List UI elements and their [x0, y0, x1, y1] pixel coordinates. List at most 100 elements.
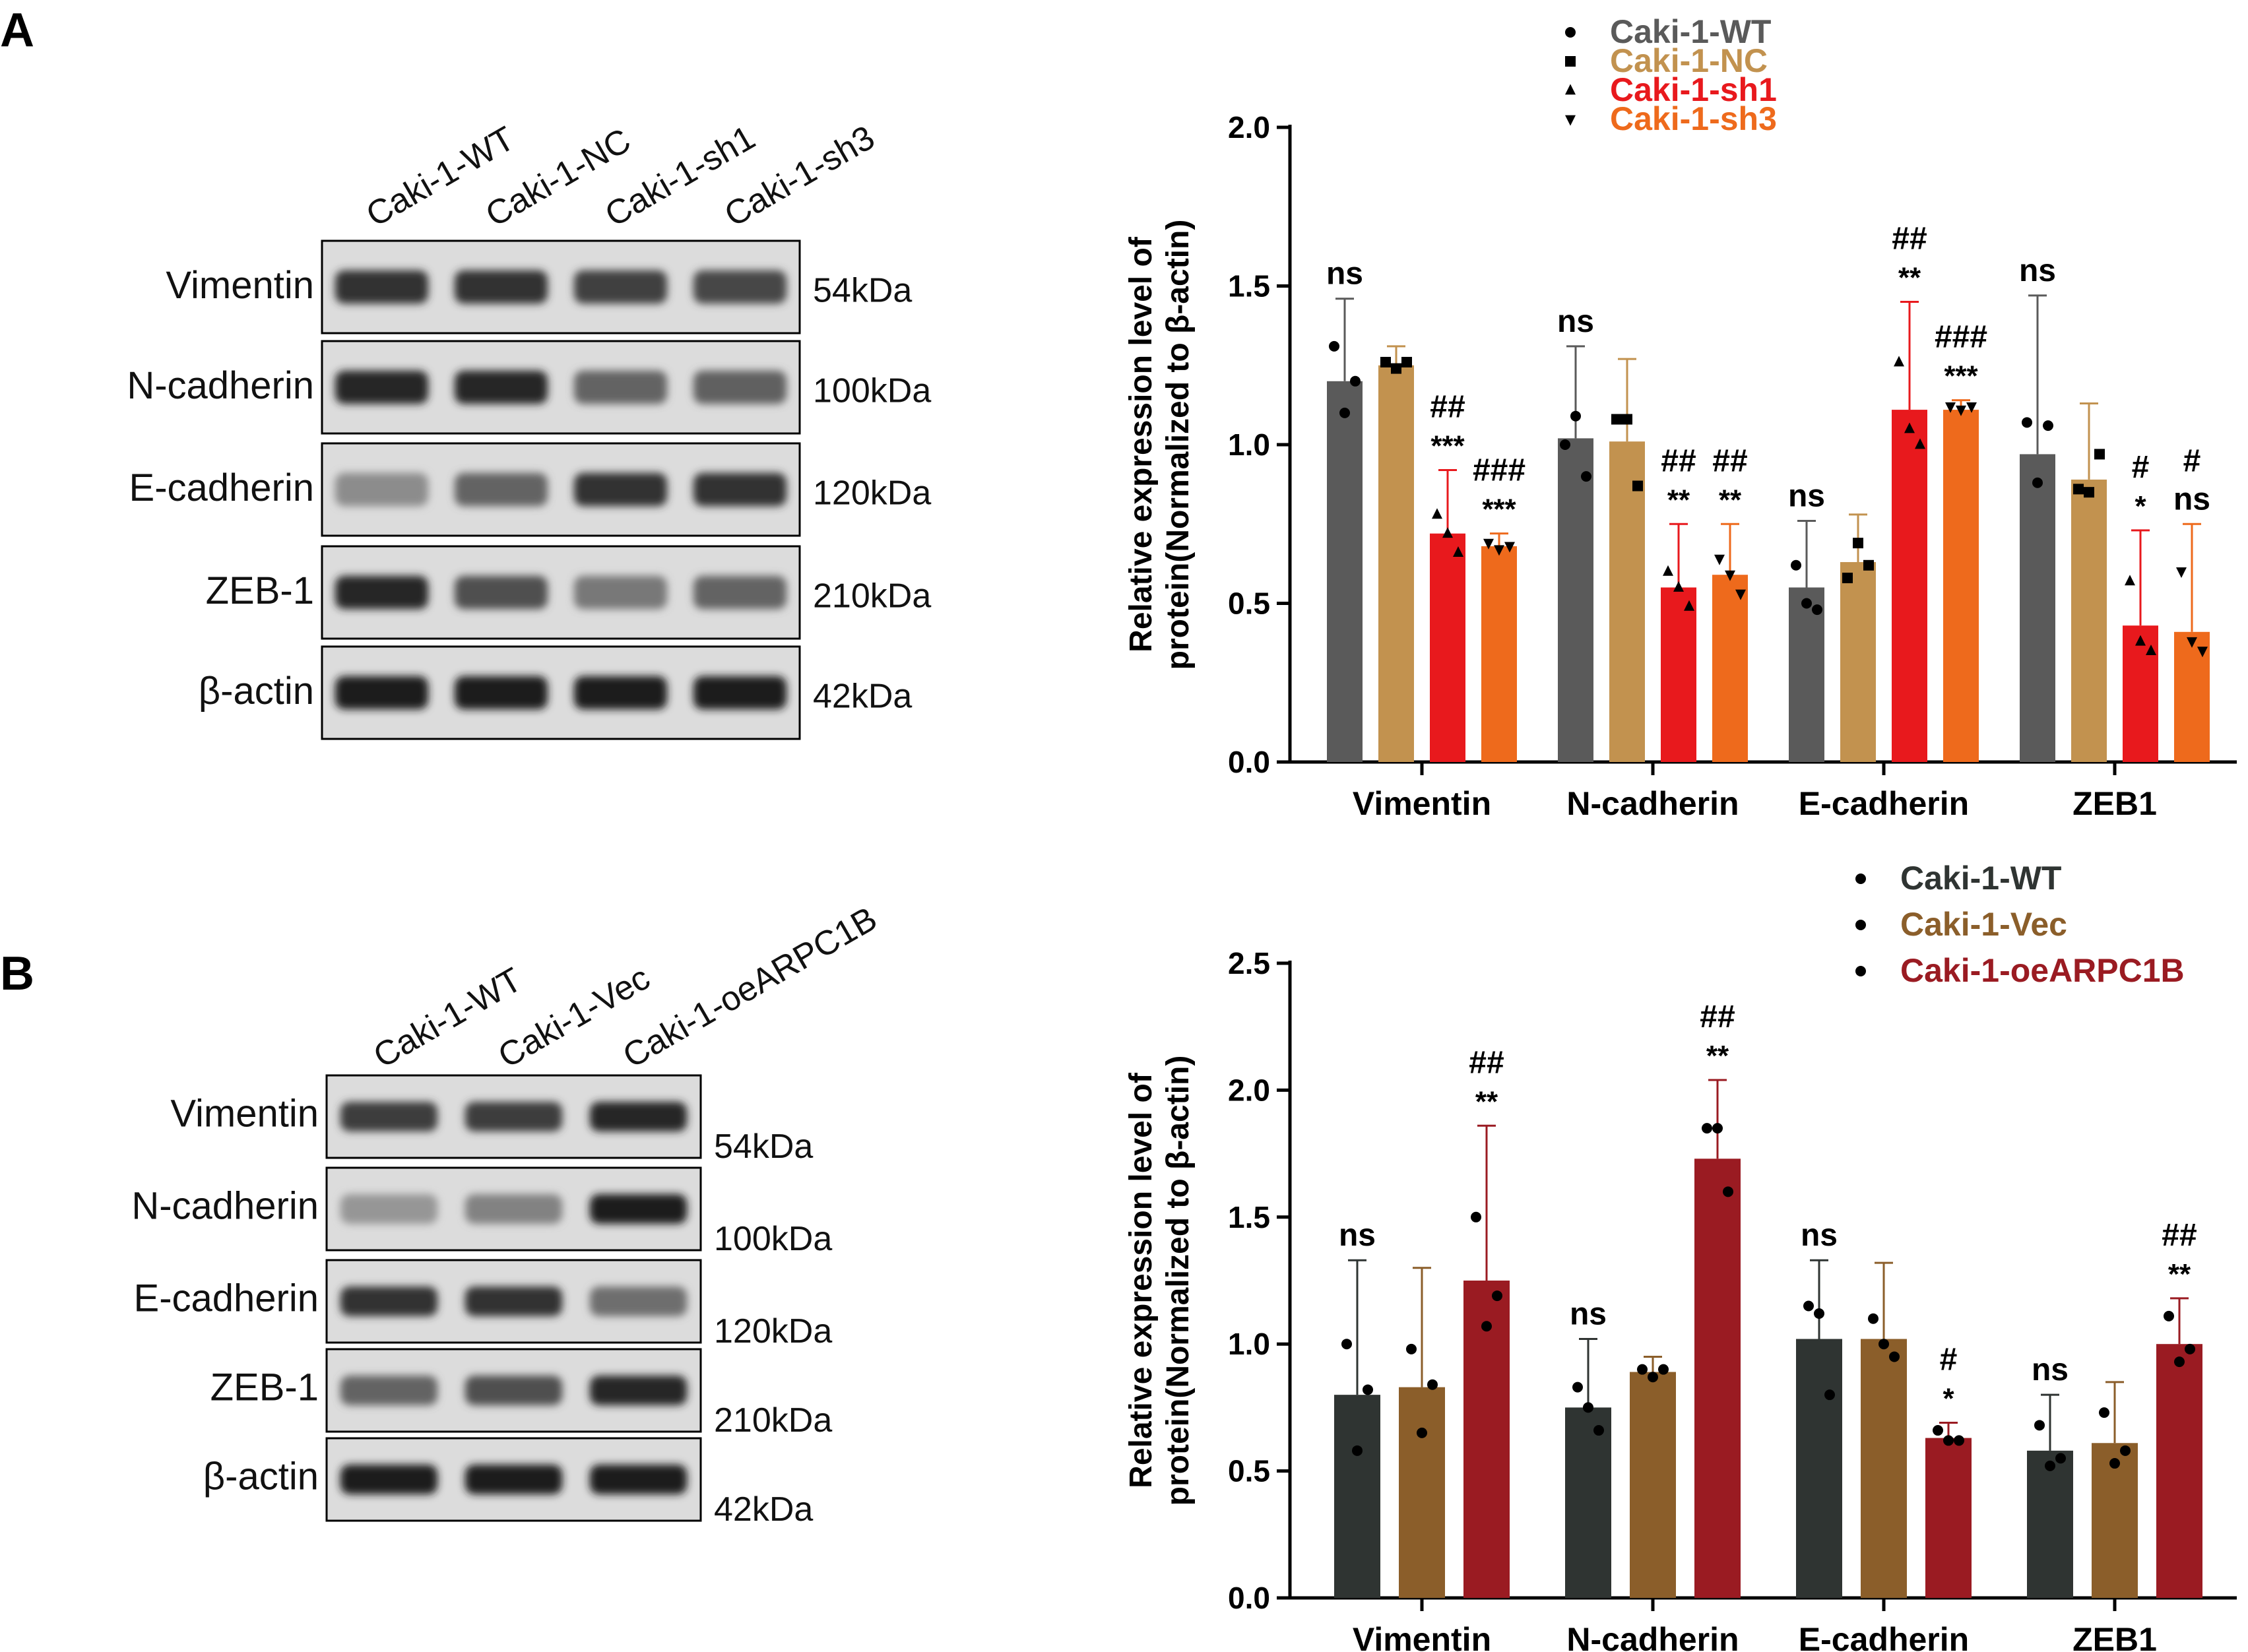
significance-label: *** [1482, 493, 1516, 526]
significance-label: ## [1469, 1045, 1504, 1080]
data-point [1684, 600, 1694, 611]
bar [1789, 587, 1824, 762]
blot-band [335, 575, 429, 610]
significance-label: # [2132, 450, 2150, 485]
data-point [1637, 1364, 1648, 1375]
blot-band [335, 472, 429, 507]
bar [1861, 1339, 1907, 1598]
data-point [1481, 1321, 1492, 1332]
data-point [1791, 559, 1801, 571]
blot-band [589, 1465, 688, 1494]
blot-band [454, 575, 548, 610]
data-point [1863, 559, 1874, 571]
blot-band [465, 1102, 563, 1131]
data-point [1855, 920, 1866, 930]
blot-band [465, 1194, 563, 1224]
data-point [1658, 1364, 1669, 1375]
blot-band [573, 676, 668, 710]
category-label: N-cadherin [1566, 785, 1739, 822]
data-point [1363, 1384, 1373, 1395]
data-point [2045, 1460, 2055, 1471]
blot-band [454, 676, 548, 710]
blot-band [589, 1376, 688, 1405]
blot-band [573, 472, 668, 507]
category-label: ZEB1 [2072, 1621, 2157, 1652]
significance-label: ** [1719, 484, 1742, 516]
data-point [1339, 407, 1350, 418]
y-tick-label: 1.0 [1228, 1327, 1270, 1361]
data-point [1391, 363, 1401, 374]
data-point [1803, 1300, 1814, 1312]
significance-label: ### [1935, 320, 1987, 355]
data-point [2094, 449, 2105, 460]
data-point [2164, 1310, 2174, 1321]
blot-band [693, 575, 787, 610]
y-tick-label: 1.5 [1228, 1200, 1270, 1234]
data-point [1471, 1211, 1481, 1223]
significance-label: ## [1712, 443, 1747, 478]
data-point [2125, 575, 2135, 586]
legend-entry: Caki-1-WT [1610, 13, 1771, 50]
data-point [2084, 487, 2094, 498]
bar [1399, 1387, 1445, 1598]
bar [1565, 1407, 1611, 1598]
kda-label: 42kDa [813, 677, 912, 715]
kda-label: 42kDa [714, 1490, 813, 1529]
significance-label: ns [2173, 482, 2210, 517]
blot-band [340, 1194, 438, 1224]
protein-label: E-cadherin [134, 1277, 319, 1320]
data-point [2109, 1458, 2120, 1469]
blot-band [693, 370, 787, 404]
data-point [1801, 598, 1812, 609]
blot-band [693, 270, 787, 304]
significance-label: # [1940, 1342, 1958, 1377]
bar [1712, 575, 1748, 762]
y-tick-label: 2.0 [1228, 110, 1270, 144]
data-point [2034, 1420, 2045, 1431]
data-point [1868, 1313, 1879, 1324]
y-tick-label: 0.5 [1228, 1454, 1270, 1488]
significance-label: * [2135, 490, 2146, 523]
panel-letter-a: A [0, 4, 34, 57]
y-axis-label-line: Relative expression level of [1124, 236, 1159, 652]
data-point [1565, 56, 1576, 67]
bar [2027, 1450, 2073, 1598]
data-point [2146, 645, 2156, 656]
data-point [1401, 356, 1412, 367]
significance-label: ns [1788, 478, 1825, 513]
significance-label: ** [1898, 262, 1921, 294]
data-point [2055, 1453, 2066, 1464]
y-axis-label-line: protein(Normalized to β-actin) [1161, 220, 1196, 670]
significance-label: * [1943, 1382, 1954, 1414]
data-point [2022, 417, 2032, 428]
data-point [1725, 570, 1735, 581]
panel-letter-b: B [0, 947, 34, 1000]
data-point [1492, 1290, 1502, 1302]
bar [1892, 410, 1927, 762]
bar-chart-a: 0.0 0.5 1.0 1.5 2.0 Relative expression level… [1124, 13, 2237, 822]
blot-band [573, 270, 668, 304]
data-point [1581, 471, 1591, 482]
data-point [1329, 340, 1339, 352]
significance-label: ns [2032, 1352, 2069, 1387]
data-point [1427, 1379, 1438, 1390]
data-point [2174, 1356, 2185, 1368]
data-point [2185, 1343, 2195, 1354]
blot-band [693, 676, 787, 710]
blot-band [335, 676, 429, 710]
significance-label: ** [2168, 1258, 2191, 1290]
significance-label: ns [1570, 1297, 1607, 1332]
data-point [1494, 545, 1504, 556]
legend-entry: Caki-1-sh3 [1610, 100, 1777, 137]
bar [2020, 454, 2055, 762]
data-point [1341, 1339, 1352, 1350]
kda-label: 100kDa [813, 371, 931, 410]
protein-label: N-cadherin [127, 364, 314, 407]
kda-label: 210kDa [714, 1401, 832, 1440]
y-axis-label: Relative expression level ofprotein(Norm… [1124, 1056, 1196, 1506]
blot-band [454, 472, 548, 507]
category-label: ZEB1 [2072, 785, 2157, 822]
data-point [2120, 1445, 2131, 1456]
legend-entry: Caki-1-Vec [1900, 906, 2067, 943]
y-axis-label-line: protein(Normalized to β-actin) [1161, 1056, 1196, 1506]
